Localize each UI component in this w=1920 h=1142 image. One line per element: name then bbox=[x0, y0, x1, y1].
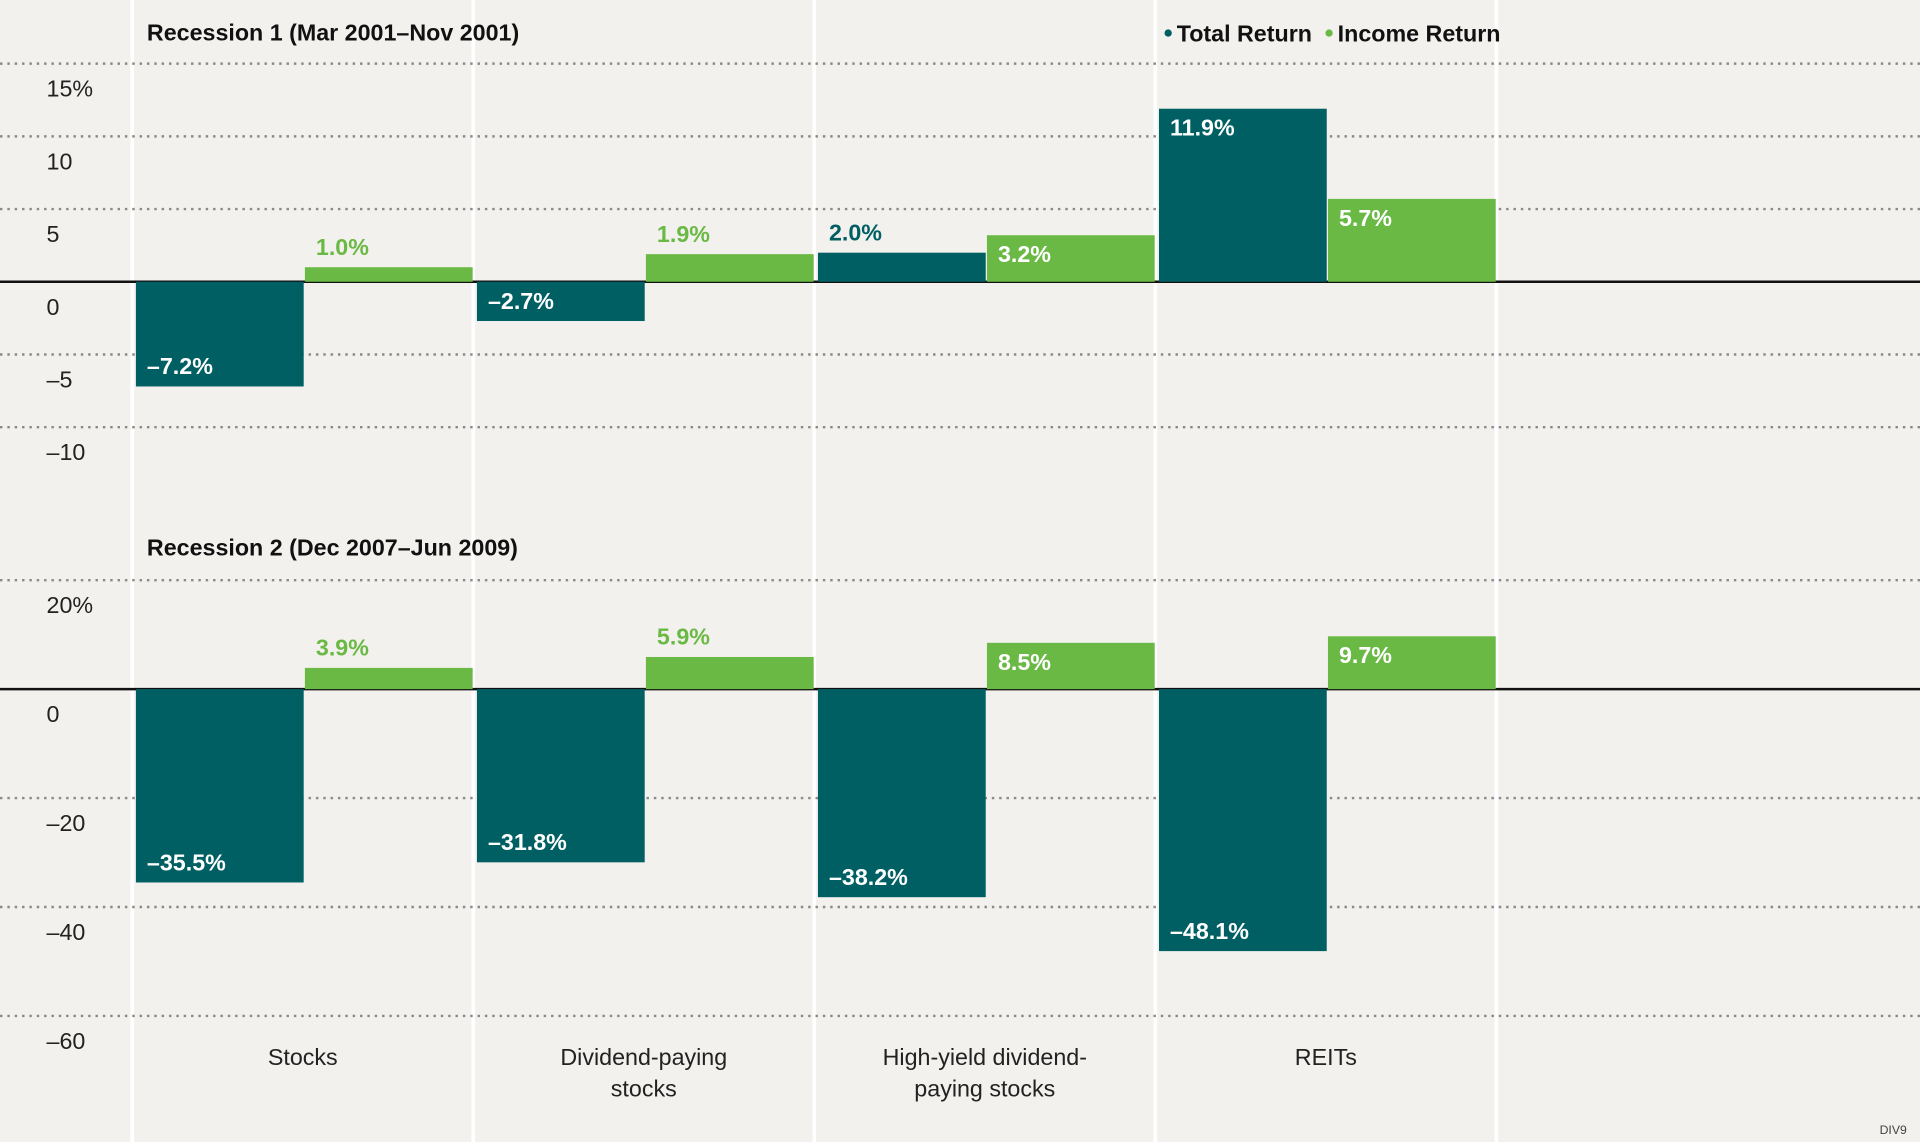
value-label: 9.7% bbox=[1339, 642, 1392, 668]
bar bbox=[986, 642, 1155, 690]
value-label: –35.5% bbox=[147, 849, 226, 875]
value-label: –48.1% bbox=[1170, 918, 1249, 944]
value-label: 1.0% bbox=[316, 234, 369, 260]
y-tick-label: –60 bbox=[47, 1028, 86, 1054]
legend-marker bbox=[1164, 29, 1172, 37]
bar bbox=[304, 667, 473, 690]
y-tick-label: 20% bbox=[47, 592, 94, 618]
value-label: 5.7% bbox=[1339, 205, 1392, 231]
bar bbox=[1158, 108, 1327, 282]
bar bbox=[304, 267, 473, 282]
y-tick-label: 5 bbox=[47, 221, 60, 247]
separators bbox=[130, 0, 1499, 1142]
value-label: –2.7% bbox=[488, 288, 554, 314]
y-tick-label: –20 bbox=[47, 810, 86, 836]
x-tick-label-box: Dividend-paying stocks bbox=[560, 1045, 728, 1103]
bar bbox=[476, 281, 645, 322]
bar bbox=[986, 235, 1155, 282]
value-label: 2.0% bbox=[829, 219, 882, 245]
bar bbox=[1327, 636, 1496, 690]
x-tick-label-box: Stocks bbox=[267, 1045, 338, 1072]
legend-marker bbox=[1325, 29, 1333, 37]
chart-title: Recession 2 (Dec 2007–Jun 2009) bbox=[147, 535, 518, 561]
x-tick-label-box: High-yield dividend-paying stocks bbox=[882, 1045, 1087, 1103]
value-label: –31.8% bbox=[488, 829, 567, 855]
x-tick-label-box: REITs bbox=[1294, 1045, 1357, 1072]
y-tick-label: 10 bbox=[47, 148, 73, 174]
bar bbox=[817, 252, 986, 282]
value-label: 3.9% bbox=[316, 635, 369, 661]
footnote: DIV9 bbox=[1880, 1123, 1907, 1137]
x-tick-label: Stocks bbox=[267, 1045, 338, 1072]
y-tick-label: 15% bbox=[47, 76, 94, 102]
bar bbox=[645, 656, 814, 690]
bar bbox=[1327, 198, 1496, 282]
value-label: 11.9% bbox=[1170, 115, 1235, 141]
value-label: –7.2% bbox=[147, 353, 213, 379]
y-tick-label: 0 bbox=[47, 294, 60, 320]
x-tick-label: Dividend-paying stocks bbox=[560, 1045, 728, 1103]
value-label: 3.2% bbox=[998, 241, 1051, 267]
value-label: –38.2% bbox=[829, 864, 908, 890]
value-label: 1.9% bbox=[657, 221, 710, 247]
bar bbox=[476, 689, 645, 863]
y-tick-label: 0 bbox=[47, 701, 60, 727]
chart-title: Recession 1 (Mar 2001–Nov 2001) bbox=[147, 19, 519, 45]
value-label: 8.5% bbox=[998, 649, 1051, 675]
bar bbox=[1158, 689, 1327, 952]
y-tick-label: –10 bbox=[47, 439, 86, 465]
legend-label: Total Return bbox=[1177, 21, 1312, 47]
bar bbox=[645, 254, 814, 282]
bar bbox=[817, 689, 986, 898]
x-tick-label: REITs bbox=[1294, 1045, 1357, 1072]
y-tick-label: –40 bbox=[47, 919, 86, 945]
x-tick-label: High-yield dividend-paying stocks bbox=[882, 1045, 1087, 1103]
bar bbox=[135, 281, 304, 387]
y-tick-label: –5 bbox=[47, 367, 73, 393]
legend-label: Income Return bbox=[1338, 21, 1501, 47]
value-label: 5.9% bbox=[657, 624, 710, 650]
bar bbox=[135, 689, 304, 883]
